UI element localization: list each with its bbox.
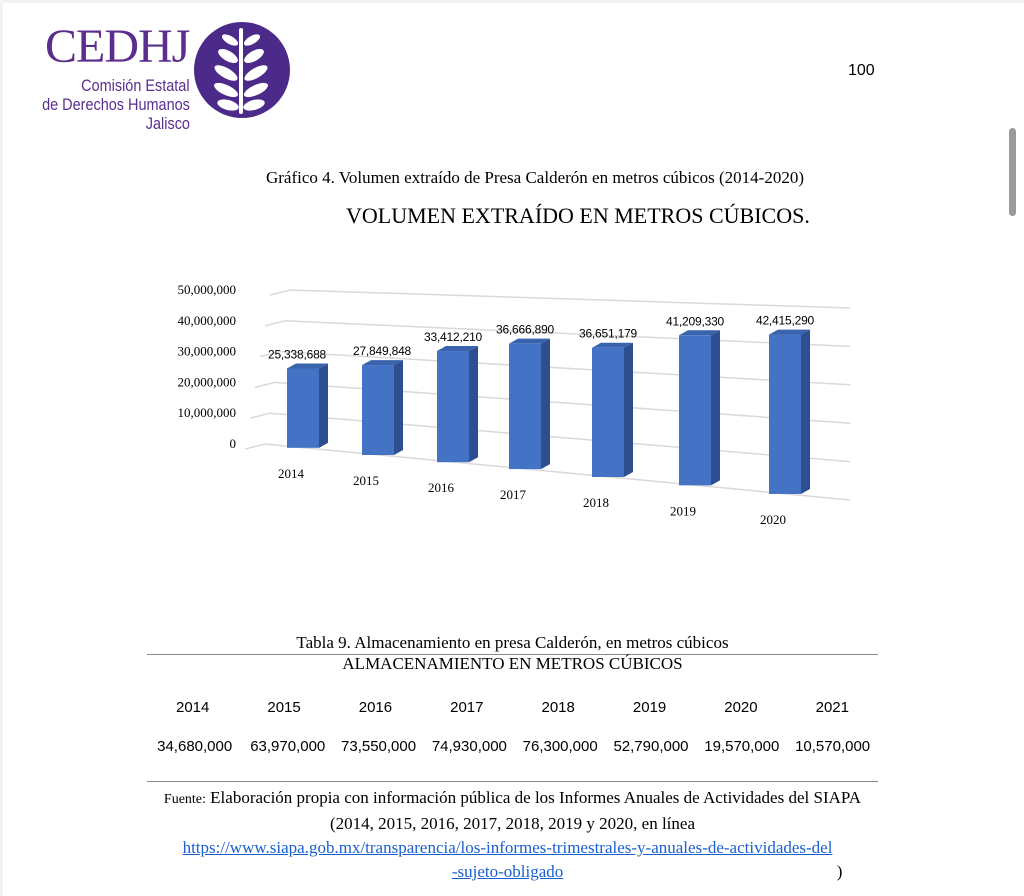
bar-2018 — [592, 347, 624, 478]
chart-caption: Gráfico 4. Volumen extraído de Presa Cal… — [265, 168, 805, 187]
data-label: 25,338,688 — [268, 347, 327, 361]
value-cell: 76,300,000 — [522, 738, 598, 755]
bar-top — [592, 342, 633, 348]
cedhj-logo: CEDHJ Comisión Estatal de Derechos Human… — [42, 20, 190, 133]
y-tick-label: 0 — [230, 436, 237, 451]
year-cell: 2017 — [450, 699, 484, 716]
x-tick-label: 2018 — [583, 495, 609, 510]
bar-side — [394, 360, 403, 456]
scrollbar[interactable] — [1009, 128, 1016, 216]
bar-top — [679, 330, 720, 336]
bar-2020 — [769, 334, 801, 494]
gridline — [269, 412, 851, 463]
source-note: Fuente: Elaboración propia con informaci… — [147, 786, 878, 884]
y-tick-label: 40,000,000 — [178, 313, 237, 328]
bar-2016 — [437, 351, 469, 463]
value-cell: 52,790,000 — [613, 738, 689, 755]
table-top-rule — [147, 654, 878, 655]
data-label: 36,666,890 — [496, 323, 555, 337]
source-text: Elaboración propia con información públi… — [210, 788, 862, 833]
x-tick-label: 2014 — [278, 466, 305, 481]
gridline — [284, 320, 851, 348]
bar-top — [287, 363, 328, 369]
year-cell: 2015 — [267, 699, 301, 716]
value-cell: 34,680,000 — [157, 738, 233, 755]
value-cell: 74,930,000 — [431, 738, 507, 755]
bar-side — [319, 363, 328, 448]
data-label: 36,651,179 — [579, 327, 638, 341]
data-label: 27,849,848 — [353, 344, 412, 358]
year-cell: 2021 — [815, 699, 849, 716]
x-tick-label: 2019 — [670, 503, 696, 518]
x-tick-label: 2017 — [500, 487, 527, 502]
logo-line2: de Derechos Humanos — [42, 95, 190, 114]
x-tick-label: 2015 — [353, 473, 379, 488]
logo-line1: Comisión Estatal — [81, 76, 190, 95]
value-cell: 19,570,000 — [704, 738, 780, 755]
bar-2019 — [679, 335, 711, 486]
table-header: ALMACENAMIENTO EN METROS CÚBICOS — [342, 654, 683, 673]
gridline — [264, 443, 851, 501]
gridline — [279, 350, 851, 386]
bar-2015 — [362, 365, 394, 456]
source-close: ) — [836, 862, 843, 881]
table-row-values: 34,680,000 63,970,000 73,550,000 74,930,… — [147, 736, 878, 758]
data-label: 42,415,290 — [756, 314, 815, 328]
gridline-wall — [264, 320, 286, 327]
gridline — [289, 289, 851, 309]
bar-side — [624, 342, 633, 478]
bar-top — [509, 338, 550, 344]
bar-side — [541, 338, 550, 470]
year-cell: 2014 — [176, 699, 210, 716]
gridline-wall — [254, 381, 276, 389]
bar-2014 — [287, 368, 319, 448]
year-cell: 2018 — [541, 699, 575, 716]
gridline-wall — [259, 350, 281, 358]
y-tick-label: 50,000,000 — [178, 282, 237, 297]
bar-2017 — [509, 343, 541, 470]
year-cell: 2016 — [358, 699, 393, 716]
x-tick-label: 2020 — [760, 512, 786, 527]
bar-top — [437, 346, 478, 352]
bar-side — [801, 329, 810, 494]
gridline — [274, 381, 851, 424]
value-cell: 10,570,000 — [795, 738, 871, 755]
gridline-wall — [244, 443, 266, 450]
year-cell: 2020 — [724, 699, 758, 716]
table-row-years: 2014 2015 2016 2017 2018 2019 2020 2021 — [147, 697, 878, 719]
source-link[interactable]: https://www.siapa.gob.mx/transparencia/l… — [182, 838, 833, 881]
page-number: 100 — [848, 62, 875, 79]
x-tick-label: 2016 — [428, 480, 455, 495]
data-label: 33,412,210 — [424, 330, 483, 344]
bar-top — [769, 329, 810, 335]
source-label: Fuente: — [163, 792, 206, 807]
logo-line3: Jalisco — [145, 114, 190, 133]
gridline-wall — [249, 412, 271, 419]
y-tick-label: 20,000,000 — [178, 374, 237, 389]
bar-top — [362, 360, 403, 366]
chart-title: VOLUMEN EXTRAÍDO EN METROS CÚBICOS. — [346, 203, 810, 228]
logo-acronym: CEDHJ — [45, 20, 190, 73]
bar-side — [469, 346, 478, 463]
bar-side — [711, 330, 720, 486]
data-label: 41,209,330 — [666, 314, 725, 328]
table-caption: Tabla 9. Almacenamiento en presa Calderó… — [296, 633, 729, 652]
value-cell: 73,550,000 — [341, 738, 417, 755]
year-cell: 2019 — [632, 699, 667, 716]
table-bottom-rule — [147, 781, 878, 782]
value-cell: 63,970,000 — [250, 738, 326, 755]
y-tick-label: 30,000,000 — [178, 344, 237, 359]
gridline-wall — [269, 289, 291, 296]
y-tick-label: 10,000,000 — [178, 405, 237, 420]
